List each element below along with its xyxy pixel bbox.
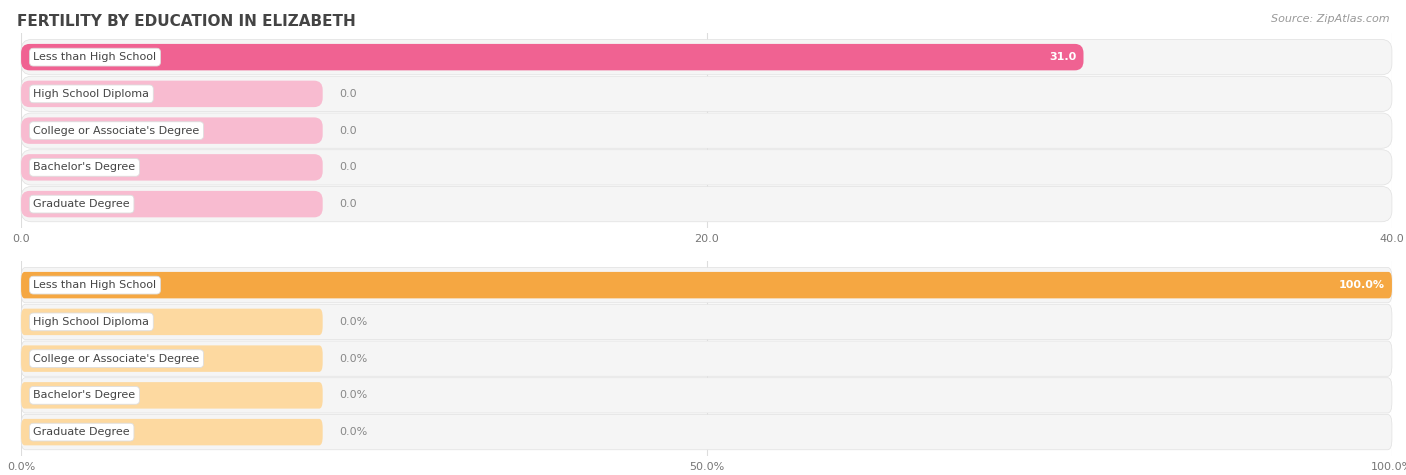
FancyBboxPatch shape (21, 117, 323, 144)
FancyBboxPatch shape (21, 81, 323, 107)
FancyBboxPatch shape (21, 272, 1392, 298)
Text: 100.0%: 100.0% (1339, 280, 1385, 290)
FancyBboxPatch shape (21, 309, 322, 335)
Text: 0.0%: 0.0% (339, 353, 367, 364)
Text: Source: ZipAtlas.com: Source: ZipAtlas.com (1271, 14, 1389, 24)
Text: High School Diploma: High School Diploma (34, 89, 149, 99)
Text: Bachelor's Degree: Bachelor's Degree (34, 390, 135, 400)
Text: 0.0: 0.0 (339, 125, 357, 136)
FancyBboxPatch shape (21, 345, 322, 372)
Text: 0.0%: 0.0% (339, 390, 367, 400)
FancyBboxPatch shape (21, 267, 1392, 303)
Text: Bachelor's Degree: Bachelor's Degree (34, 162, 135, 172)
FancyBboxPatch shape (21, 76, 1392, 112)
Text: 0.0%: 0.0% (339, 427, 367, 437)
Text: Graduate Degree: Graduate Degree (34, 427, 129, 437)
Text: 31.0: 31.0 (1049, 52, 1077, 62)
FancyBboxPatch shape (21, 304, 1392, 340)
Text: High School Diploma: High School Diploma (34, 317, 149, 327)
FancyBboxPatch shape (21, 187, 1392, 222)
FancyBboxPatch shape (21, 415, 1392, 450)
FancyBboxPatch shape (21, 191, 323, 218)
FancyBboxPatch shape (21, 44, 1084, 70)
Text: 0.0: 0.0 (339, 89, 357, 99)
Text: FERTILITY BY EDUCATION IN ELIZABETH: FERTILITY BY EDUCATION IN ELIZABETH (17, 14, 356, 29)
Text: College or Associate's Degree: College or Associate's Degree (34, 353, 200, 364)
FancyBboxPatch shape (21, 154, 323, 180)
Text: College or Associate's Degree: College or Associate's Degree (34, 125, 200, 136)
Text: 0.0%: 0.0% (339, 317, 367, 327)
FancyBboxPatch shape (21, 150, 1392, 185)
FancyBboxPatch shape (21, 39, 1392, 75)
Text: Less than High School: Less than High School (34, 280, 156, 290)
Text: 0.0: 0.0 (339, 162, 357, 172)
FancyBboxPatch shape (21, 341, 1392, 376)
Text: 0.0: 0.0 (339, 199, 357, 209)
FancyBboxPatch shape (21, 378, 1392, 413)
FancyBboxPatch shape (21, 419, 322, 446)
FancyBboxPatch shape (21, 113, 1392, 148)
FancyBboxPatch shape (21, 382, 322, 408)
Text: Graduate Degree: Graduate Degree (34, 199, 129, 209)
Text: Less than High School: Less than High School (34, 52, 156, 62)
